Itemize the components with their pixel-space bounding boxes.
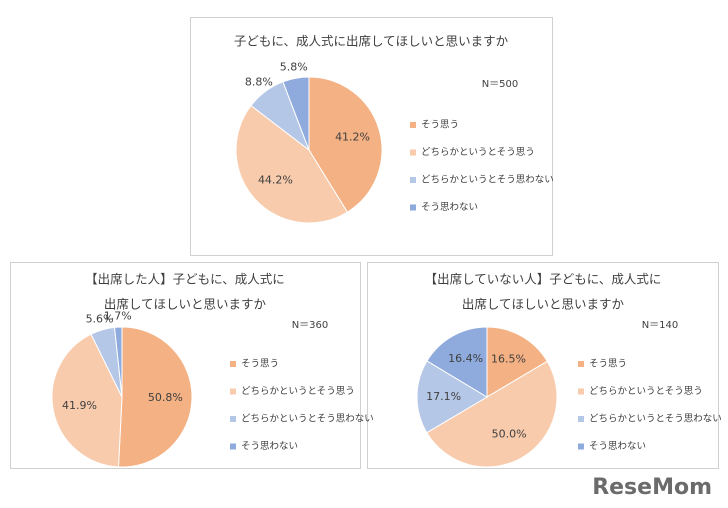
legend-label: そう思う — [589, 359, 627, 370]
legend-swatch — [410, 149, 416, 156]
pie-slice — [235, 104, 349, 224]
watermark: ReseMom — [592, 475, 712, 500]
pie-slice — [117, 326, 193, 468]
legend-label: どちらかというとそう思わない — [241, 414, 374, 425]
legend-swatch — [230, 443, 236, 450]
pie-slice — [486, 326, 548, 398]
pie-slice — [282, 76, 310, 151]
legend-label: そう思う — [421, 120, 459, 131]
data-label: 1.7% — [104, 310, 132, 323]
legend-swatch — [410, 177, 416, 183]
data-label: 17.1% — [426, 390, 461, 403]
legend-label: そう思わない — [241, 441, 298, 452]
pie-slice — [308, 76, 383, 213]
legend-label: どちらかというとそう思う — [589, 386, 703, 397]
sample-size: N＝360 — [292, 320, 329, 331]
data-label: 5.6% — [86, 313, 114, 326]
sample-size: N＝140 — [642, 320, 679, 331]
legend-swatch — [230, 416, 236, 422]
legend-swatch — [230, 388, 236, 395]
pie-slice — [426, 326, 488, 398]
legend-swatch — [230, 361, 236, 367]
data-label: 5.8% — [280, 60, 308, 73]
data-label: 16.5% — [491, 352, 526, 365]
sample-size: N＝500 — [482, 79, 519, 90]
chart-title: 出席してほしいと思いますか — [462, 297, 625, 312]
legend-label: どちらかというとそう思わない — [589, 414, 722, 425]
data-label: 41.2% — [335, 131, 370, 144]
chart-title: 出席してほしいと思いますか — [104, 297, 267, 312]
legend-label: そう思う — [241, 359, 279, 370]
pie-slice — [113, 326, 123, 398]
data-label: 50.8% — [148, 391, 183, 404]
pie-slice — [426, 360, 558, 468]
legend-swatch — [410, 204, 416, 211]
data-label: 16.4% — [448, 352, 483, 365]
data-label: 44.2% — [258, 173, 293, 186]
legend-swatch — [578, 361, 584, 367]
legend-label: そう思わない — [421, 202, 478, 213]
legend-label: そう思わない — [589, 441, 646, 452]
pie-slice — [51, 333, 123, 468]
chart-title: 【出席していない人】子どもに、成人式に — [425, 272, 662, 287]
data-label: 8.8% — [245, 76, 273, 89]
legend-label: どちらかというとそう思わない — [421, 175, 554, 186]
legend-label: どちらかというとそう思う — [241, 386, 355, 397]
data-label: 50.0% — [492, 427, 527, 440]
legend-swatch — [410, 122, 416, 128]
chart-title: 子どもに、成人式に出席してほしいと思いますか — [234, 34, 509, 49]
legend-swatch — [578, 416, 584, 422]
legend-swatch — [578, 388, 584, 395]
pie-slice — [416, 360, 488, 434]
legend-label: どちらかというとそう思う — [421, 147, 535, 158]
chart-title: 【出席した人】子どもに、成人式に — [85, 272, 285, 287]
legend-swatch — [578, 443, 584, 450]
data-label: 41.9% — [62, 399, 97, 412]
